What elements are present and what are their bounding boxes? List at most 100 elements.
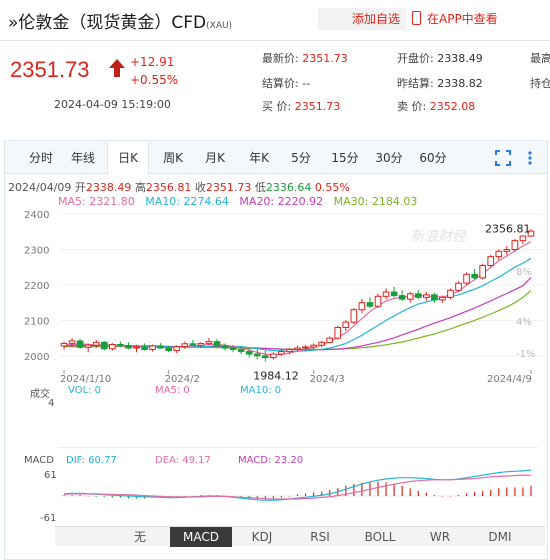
tab-year-line[interactable]: 年线 bbox=[70, 151, 95, 165]
candle[interactable] bbox=[431, 292, 438, 303]
candle[interactable] bbox=[197, 342, 205, 349]
candle[interactable] bbox=[205, 338, 213, 346]
tab-5min[interactable]: 5分 bbox=[291, 151, 311, 165]
macd-bar bbox=[272, 496, 274, 499]
candle[interactable] bbox=[60, 341, 68, 350]
candle[interactable] bbox=[310, 343, 317, 350]
candle[interactable] bbox=[398, 290, 406, 301]
fullscreen-icon[interactable] bbox=[495, 150, 511, 166]
y-tick-label: 2100 bbox=[24, 316, 49, 327]
candle[interactable] bbox=[455, 281, 462, 293]
candle[interactable] bbox=[149, 344, 156, 352]
candle[interactable] bbox=[495, 249, 503, 261]
candle[interactable] bbox=[221, 343, 229, 351]
volume-ma5: MA5: 0 bbox=[155, 385, 190, 396]
macd-bar bbox=[474, 491, 476, 496]
indicator-macd[interactable]: MACD bbox=[170, 527, 232, 547]
candle[interactable] bbox=[334, 325, 342, 340]
candle[interactable] bbox=[173, 345, 181, 353]
macd-bar bbox=[353, 484, 355, 496]
indicator-boll[interactable]: BOLL bbox=[364, 530, 396, 544]
indicator-rsi[interactable]: RSI bbox=[310, 530, 330, 544]
candle[interactable] bbox=[382, 288, 390, 300]
macd-bar bbox=[482, 490, 484, 496]
candle[interactable] bbox=[109, 343, 116, 351]
candlestick-chart[interactable]: 新浪财经 2400 2300 2200 2100 2000 8% 4% -1% 2024/1… bbox=[0, 205, 548, 385]
candle[interactable] bbox=[270, 352, 277, 360]
candle[interactable] bbox=[503, 245, 511, 255]
macd-dif: DIF: 60.77 bbox=[66, 455, 117, 466]
open-in-app-link[interactable]: 在APP中查看 bbox=[412, 8, 498, 30]
candle[interactable] bbox=[374, 293, 382, 308]
add-to-watchlist-button[interactable]: 添加自选 bbox=[318, 8, 406, 30]
candle[interactable] bbox=[406, 292, 414, 303]
candle[interactable] bbox=[261, 350, 269, 362]
candle[interactable] bbox=[414, 290, 422, 300]
candle[interactable] bbox=[141, 343, 148, 351]
candle[interactable] bbox=[342, 320, 350, 332]
quote-field-bid: 买 价: 2351.73 bbox=[262, 100, 341, 113]
tab-60min[interactable]: 60分 bbox=[419, 151, 447, 165]
tab-timeshare[interactable]: 分时 bbox=[28, 151, 53, 165]
candle[interactable] bbox=[350, 307, 358, 324]
candle[interactable] bbox=[318, 340, 325, 347]
candle[interactable] bbox=[366, 297, 374, 308]
tab-weekly-k[interactable]: 周K bbox=[163, 151, 183, 165]
candle[interactable] bbox=[463, 272, 470, 285]
indicator-wr[interactable]: WR bbox=[429, 530, 451, 544]
candle[interactable] bbox=[165, 345, 173, 353]
candle[interactable] bbox=[447, 288, 454, 300]
quote-field-open: 开盘价: 2338.49 bbox=[397, 52, 483, 65]
pct-tick-label: 8% bbox=[516, 267, 532, 278]
indicator-kdj[interactable]: KDJ bbox=[251, 530, 273, 544]
indicator-none[interactable]: 无 bbox=[133, 530, 146, 544]
candle[interactable] bbox=[278, 349, 285, 356]
candle[interactable] bbox=[286, 348, 293, 355]
volume-title: 成交 bbox=[30, 389, 50, 400]
candle[interactable] bbox=[68, 338, 76, 347]
pct-tick-label: -1% bbox=[516, 349, 535, 360]
candle[interactable] bbox=[157, 343, 164, 349]
macd_dea-line bbox=[63, 474, 531, 500]
tab-15min[interactable]: 15分 bbox=[331, 151, 359, 165]
tab-monthly-k[interactable]: 月K bbox=[205, 151, 225, 165]
candle[interactable] bbox=[302, 345, 309, 351]
more-icon[interactable] bbox=[523, 150, 537, 166]
candle[interactable] bbox=[229, 345, 237, 353]
candle[interactable] bbox=[527, 229, 535, 237]
candle[interactable] bbox=[76, 338, 84, 349]
candle[interactable] bbox=[511, 238, 519, 252]
indicator-dmi[interactable]: DMI bbox=[488, 530, 512, 544]
tab-daily-k[interactable]: 日K bbox=[107, 142, 149, 175]
candle[interactable] bbox=[181, 341, 189, 349]
candle[interactable] bbox=[125, 342, 132, 350]
candle[interactable] bbox=[213, 338, 221, 347]
candle[interactable] bbox=[189, 339, 197, 346]
ma10-value: MA10: 2274.64 bbox=[145, 195, 229, 208]
tab-yearly-k[interactable]: 年K bbox=[249, 151, 269, 165]
watermark: 新浪财经 bbox=[410, 229, 468, 245]
quote-timestamp: 2024-04-09 15:19:00 bbox=[54, 98, 171, 111]
candle[interactable] bbox=[237, 346, 245, 355]
macd-chart[interactable] bbox=[0, 466, 548, 524]
macd-bar bbox=[200, 495, 202, 496]
candle[interactable] bbox=[245, 348, 253, 358]
candle[interactable] bbox=[133, 345, 140, 353]
candle[interactable] bbox=[253, 349, 261, 360]
candle[interactable] bbox=[519, 235, 527, 245]
candle[interactable] bbox=[326, 336, 334, 344]
candle[interactable] bbox=[422, 292, 430, 301]
candle[interactable] bbox=[117, 341, 124, 347]
candle[interactable] bbox=[100, 340, 108, 351]
candle[interactable] bbox=[294, 345, 301, 352]
candle[interactable] bbox=[92, 339, 100, 349]
candle[interactable] bbox=[358, 299, 366, 314]
macd-bar bbox=[506, 487, 508, 496]
candle[interactable] bbox=[390, 286, 398, 298]
candle[interactable] bbox=[479, 263, 486, 280]
candle[interactable] bbox=[487, 254, 495, 268]
candle[interactable] bbox=[471, 269, 478, 280]
tab-30min[interactable]: 30分 bbox=[375, 151, 403, 165]
candle[interactable] bbox=[439, 295, 446, 303]
candle[interactable] bbox=[84, 343, 92, 353]
